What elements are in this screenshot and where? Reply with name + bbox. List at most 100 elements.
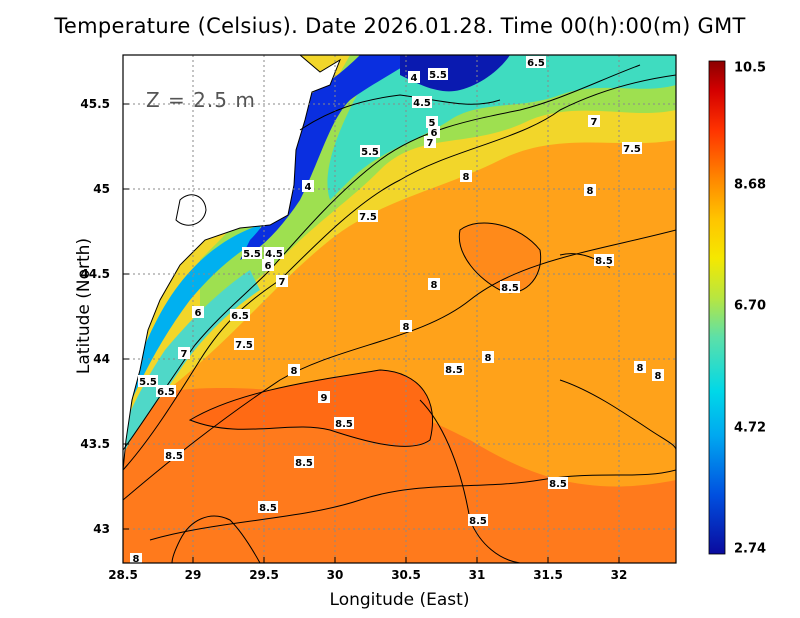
contour-label: 8.5 bbox=[468, 514, 488, 527]
svg-text:4.5: 4.5 bbox=[265, 249, 283, 260]
x-tick-label: 28.5 bbox=[108, 568, 138, 582]
svg-text:8.5: 8.5 bbox=[165, 451, 183, 462]
y-axis-label: Latitude (North) bbox=[74, 237, 94, 375]
contour-label: 7 bbox=[424, 136, 436, 149]
contour-label: 7 bbox=[276, 275, 288, 288]
svg-text:6: 6 bbox=[195, 308, 202, 319]
land-coast bbox=[123, 55, 342, 471]
contour-label: 8 bbox=[634, 361, 646, 374]
grid bbox=[123, 55, 676, 563]
colorbar bbox=[708, 60, 726, 555]
svg-text:8.5: 8.5 bbox=[335, 419, 353, 430]
x-tick-label: 29 bbox=[184, 568, 202, 582]
x-tick-label: 31 bbox=[468, 568, 486, 582]
svg-text:7.5: 7.5 bbox=[623, 144, 641, 155]
contour-label: 5.5 bbox=[360, 145, 380, 158]
coastal-cyan bbox=[123, 270, 260, 455]
contour-label: 8 bbox=[428, 278, 440, 291]
svg-text:6: 6 bbox=[265, 261, 272, 272]
contour-label: 8.5 bbox=[500, 281, 520, 294]
x-tick-label: 30.5 bbox=[391, 568, 421, 582]
x-tick-label: 31.5 bbox=[533, 568, 563, 582]
svg-text:4: 4 bbox=[411, 73, 418, 84]
svg-text:8.5: 8.5 bbox=[259, 503, 277, 514]
svg-text:9: 9 bbox=[321, 393, 328, 404]
svg-text:7: 7 bbox=[279, 277, 286, 288]
svg-text:4: 4 bbox=[305, 182, 312, 193]
colorbar-tick: 8.68 bbox=[734, 177, 767, 193]
cyan-band bbox=[327, 55, 676, 200]
cold-core bbox=[400, 55, 510, 92]
contour-label: 5.5 bbox=[428, 68, 448, 81]
land-lake bbox=[175, 194, 207, 226]
contour-label: 7 bbox=[178, 347, 190, 360]
contour-label: 7.5 bbox=[358, 210, 378, 223]
svg-text:8: 8 bbox=[133, 554, 140, 565]
y-tick-label: 43.5 bbox=[80, 437, 110, 451]
svg-text:7: 7 bbox=[427, 138, 434, 149]
svg-text:8: 8 bbox=[403, 322, 410, 333]
svg-text:7: 7 bbox=[181, 349, 188, 360]
coastal-blue bbox=[123, 225, 260, 420]
plot-frame bbox=[122, 54, 677, 564]
contour-label: 7 bbox=[588, 115, 600, 128]
contour-label: 7.5 bbox=[234, 338, 254, 351]
colorbar-tick: 6.70 bbox=[734, 298, 767, 314]
contour-label: 6.5 bbox=[230, 309, 250, 322]
contour-label: 9 bbox=[318, 391, 330, 404]
depth-label: Z = 2.5 m bbox=[146, 88, 256, 112]
contour-label: 8.5 bbox=[334, 417, 354, 430]
contour-label: 6.5 bbox=[526, 56, 546, 69]
map-title: Temperature (Celsius). Date 2026.01.28. … bbox=[54, 14, 746, 38]
colorbar-tick: 2.74 bbox=[734, 541, 767, 557]
contour-label: 8 bbox=[652, 369, 664, 382]
svg-text:8.5: 8.5 bbox=[295, 458, 313, 469]
contour-label: 4.5 bbox=[264, 247, 284, 260]
contour-label: 8.5 bbox=[294, 456, 314, 469]
contour-label: 5.5 bbox=[242, 247, 262, 260]
contour-label: 8 bbox=[482, 351, 494, 364]
svg-text:5.5: 5.5 bbox=[139, 377, 157, 388]
y-tick-label: 45 bbox=[93, 182, 110, 196]
contour-label: 5.5 bbox=[138, 375, 158, 388]
svg-text:8.5: 8.5 bbox=[595, 256, 613, 267]
axis-ticks bbox=[123, 103, 620, 563]
svg-text:6.5: 6.5 bbox=[527, 58, 545, 69]
svg-text:8: 8 bbox=[431, 280, 438, 291]
contour-labels: 4 5.5 6.5 4.5 5 6 7 7 7.5 5.5 4 8 8 7.5 … bbox=[130, 56, 664, 565]
x-tick-label: 29.5 bbox=[249, 568, 279, 582]
svg-text:8.5: 8.5 bbox=[469, 516, 487, 527]
contour-label: 7.5 bbox=[622, 142, 642, 155]
svg-text:8: 8 bbox=[485, 353, 492, 364]
contour-label: 6.5 bbox=[156, 385, 176, 398]
svg-text:8.5: 8.5 bbox=[501, 283, 519, 294]
svg-text:6: 6 bbox=[431, 128, 438, 139]
colorbar-tick: 4.72 bbox=[734, 420, 767, 436]
svg-text:5.5: 5.5 bbox=[429, 70, 447, 81]
svg-text:6.5: 6.5 bbox=[157, 387, 175, 398]
contour-label: 5 bbox=[426, 116, 438, 129]
contour-label: 8.5 bbox=[258, 501, 278, 514]
x-tick-label: 30 bbox=[326, 568, 344, 582]
svg-text:8: 8 bbox=[637, 363, 644, 374]
svg-text:5.5: 5.5 bbox=[361, 147, 379, 158]
contour-label: 6 bbox=[192, 306, 204, 319]
contour-label: 4 bbox=[302, 180, 314, 193]
svg-text:7: 7 bbox=[591, 117, 598, 128]
contour-label: 8.5 bbox=[444, 363, 464, 376]
svg-text:6.5: 6.5 bbox=[231, 311, 249, 322]
contour-label: 6 bbox=[428, 126, 440, 139]
y-tick-label: 45.5 bbox=[80, 97, 110, 111]
map-field bbox=[123, 55, 676, 563]
y-tick-label: 43 bbox=[93, 522, 110, 536]
svg-text:8: 8 bbox=[587, 186, 594, 197]
contour-label: 8.5 bbox=[548, 477, 568, 490]
svg-text:8: 8 bbox=[291, 366, 298, 377]
svg-text:8: 8 bbox=[655, 371, 662, 382]
contour-label: 4 bbox=[408, 71, 420, 84]
contour-label: 8 bbox=[288, 364, 300, 377]
contour-label: 8.5 bbox=[164, 449, 184, 462]
contour-label: 8 bbox=[460, 170, 472, 183]
x-tick-label: 32 bbox=[610, 568, 628, 582]
